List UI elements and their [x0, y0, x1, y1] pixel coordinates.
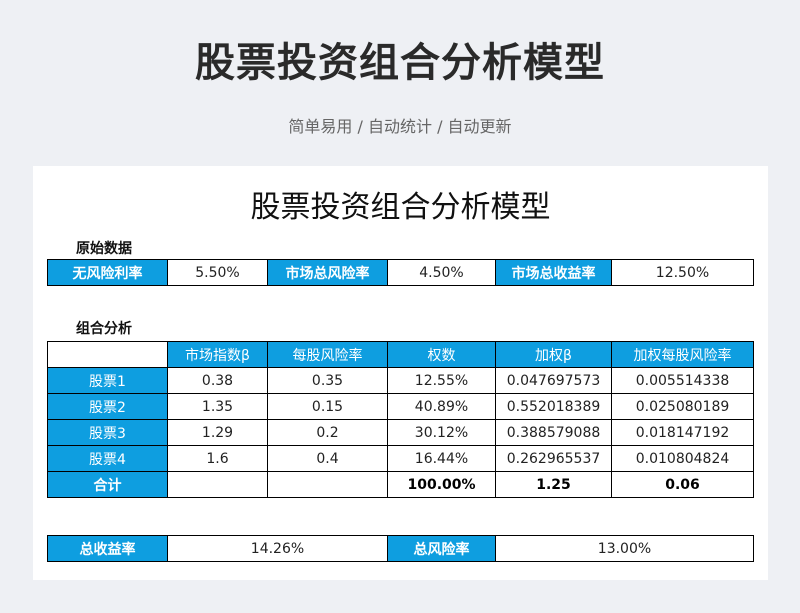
weighted-risk-cell[interactable]: 0.010804824: [611, 445, 754, 472]
total-weighted-risk-cell[interactable]: 0.06: [611, 471, 754, 498]
market-risk-value[interactable]: 4.50%: [387, 259, 496, 286]
beta-cell[interactable]: 0.38: [167, 367, 268, 394]
risk-cell[interactable]: 0.2: [267, 419, 388, 446]
weight-cell[interactable]: 30.12%: [387, 419, 496, 446]
row-name: 股票3: [47, 419, 168, 446]
weighted-beta-cell[interactable]: 0.552018389: [495, 393, 612, 420]
risk-cell[interactable]: 0.35: [267, 367, 388, 394]
risk-cell[interactable]: 0.15: [267, 393, 388, 420]
beta-cell[interactable]: 1.6: [167, 445, 268, 472]
risk-cell[interactable]: 0.4: [267, 445, 388, 472]
total-return-label: 总收益率: [47, 535, 168, 562]
summary-row: 总收益率 14.26% 总风险率 13.00%: [47, 535, 754, 562]
risk-free-rate-label: 无风险利率: [47, 259, 168, 286]
weighted-beta-cell[interactable]: 0.388579088: [495, 419, 612, 446]
beta-cell[interactable]: 1.35: [167, 393, 268, 420]
market-return-value[interactable]: 12.50%: [611, 259, 754, 286]
total-weight-cell[interactable]: 100.00%: [387, 471, 496, 498]
raw-data-row: 无风险利率 5.50% 市场总风险率 4.50% 市场总收益率 12.50%: [47, 259, 754, 286]
table-row: 股票2 1.35 0.15 40.89% 0.552018389 0.02508…: [47, 393, 754, 420]
market-risk-label: 市场总风险率: [267, 259, 388, 286]
page-title: 股票投资组合分析模型: [195, 40, 605, 86]
market-return-label: 市场总收益率: [495, 259, 612, 286]
portfolio-header-row: 市场指数β 每股风险率 权数 加权β 加权每股风险率: [47, 341, 754, 368]
portfolio-section-label: 组合分析: [76, 321, 132, 337]
total-weighted-beta-cell[interactable]: 1.25: [495, 471, 612, 498]
spreadsheet-card: 股票投资组合分析模型 原始数据 无风险利率 5.50% 市场总风险率 4.50%…: [33, 166, 768, 580]
table-row: 股票4 1.6 0.4 16.44% 0.262965537 0.0108048…: [47, 445, 754, 472]
header-cell-weighted-beta: 加权β: [495, 341, 612, 368]
total-risk-value[interactable]: 13.00%: [495, 535, 754, 562]
weight-cell[interactable]: 16.44%: [387, 445, 496, 472]
total-risk-label: 总风险率: [387, 535, 496, 562]
portfolio-table: 市场指数β 每股风险率 权数 加权β 加权每股风险率 股票1 0.38 0.35…: [47, 341, 754, 498]
weighted-risk-cell[interactable]: 0.018147192: [611, 419, 754, 446]
weight-cell[interactable]: 40.89%: [387, 393, 496, 420]
total-risk-cell[interactable]: [267, 471, 388, 498]
page-subtitle: 简单易用 / 自动统计 / 自动更新: [288, 117, 512, 136]
total-beta-cell[interactable]: [167, 471, 268, 498]
weighted-beta-cell[interactable]: 0.047697573: [495, 367, 612, 394]
header-cell-weight: 权数: [387, 341, 496, 368]
row-name: 股票2: [47, 393, 168, 420]
raw-data-table: 无风险利率 5.50% 市场总风险率 4.50% 市场总收益率 12.50%: [47, 259, 754, 286]
summary-table: 总收益率 14.26% 总风险率 13.00%: [47, 535, 754, 562]
weighted-risk-cell[interactable]: 0.025080189: [611, 393, 754, 420]
header-cell-blank: [47, 341, 168, 368]
beta-cell[interactable]: 1.29: [167, 419, 268, 446]
table-row: 股票1 0.38 0.35 12.55% 0.047697573 0.00551…: [47, 367, 754, 394]
weighted-beta-cell[interactable]: 0.262965537: [495, 445, 612, 472]
total-label: 合计: [47, 471, 168, 498]
total-return-value[interactable]: 14.26%: [167, 535, 388, 562]
header-cell-weighted-risk: 加权每股风险率: [611, 341, 754, 368]
table-row: 股票3 1.29 0.2 30.12% 0.388579088 0.018147…: [47, 419, 754, 446]
sheet-title: 股票投资组合分析模型: [250, 190, 551, 225]
header-cell-risk: 每股风险率: [267, 341, 388, 368]
weighted-risk-cell[interactable]: 0.005514338: [611, 367, 754, 394]
weight-cell[interactable]: 12.55%: [387, 367, 496, 394]
raw-data-section-label: 原始数据: [76, 241, 132, 257]
total-row: 合计 100.00% 1.25 0.06: [47, 471, 754, 498]
header-cell-beta: 市场指数β: [167, 341, 268, 368]
row-name: 股票1: [47, 367, 168, 394]
risk-free-rate-value[interactable]: 5.50%: [167, 259, 268, 286]
row-name: 股票4: [47, 445, 168, 472]
